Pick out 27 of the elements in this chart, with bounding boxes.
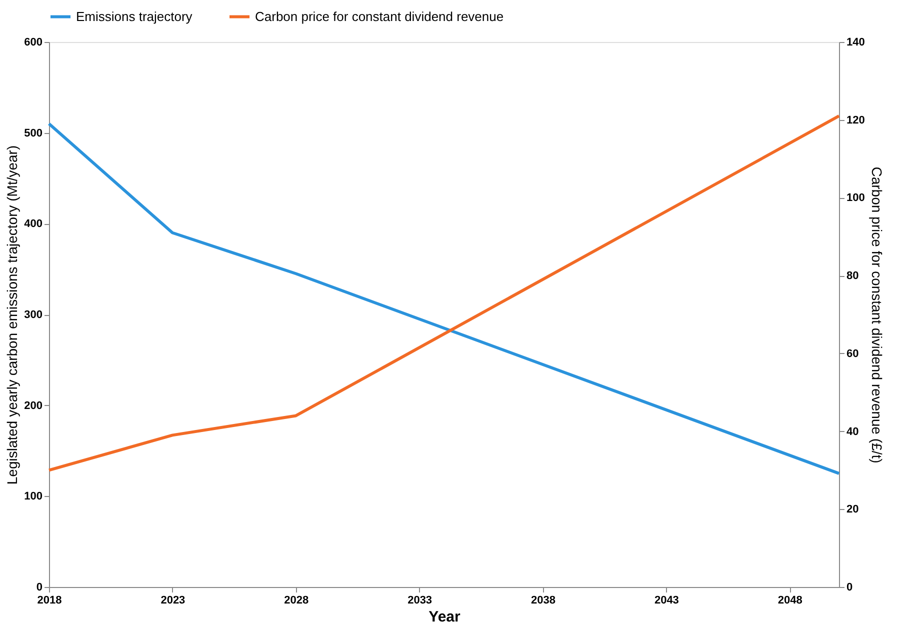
- legend-label: Carbon price for constant dividend revenue: [255, 8, 504, 24]
- x-tick-label: 2033: [408, 594, 432, 606]
- y2-axis-title: Carbon price for constant dividend revenue (£/t): [868, 166, 885, 464]
- y-tick-label: 200: [24, 400, 42, 412]
- y2-tick-label: 100: [846, 192, 865, 204]
- y2-tick-label: 60: [846, 348, 859, 360]
- x-tick-label: 2018: [37, 594, 62, 606]
- y2-tick-label: 120: [846, 114, 865, 126]
- y-axis-title: Legislated yearly carbon emissions trajectory (Mt/year): [4, 145, 20, 485]
- y2-tick-label: 80: [846, 270, 859, 282]
- y-tick-label: 500: [24, 127, 42, 140]
- x-tick-label: 2028: [284, 594, 309, 606]
- x-tick-label: 2043: [654, 594, 679, 606]
- x-tick-label: 2048: [778, 594, 802, 606]
- y2-tick-label: 140: [846, 36, 865, 48]
- y-tick-label: 600: [24, 36, 42, 48]
- y2-tick-label: 40: [846, 426, 859, 438]
- y-tick-label: 100: [24, 490, 42, 503]
- y-tick-label: 400: [24, 218, 42, 230]
- y-tick-label: 0: [36, 582, 42, 594]
- y2-tick-label: 0: [846, 582, 853, 594]
- x-axis-title: Year: [428, 608, 461, 626]
- y-tick-label: 300: [24, 309, 42, 321]
- legend-label: Emissions trajectory: [76, 8, 193, 24]
- y2-tick-label: 20: [846, 504, 859, 516]
- x-tick-label: 2023: [160, 594, 186, 606]
- x-tick-label: 2038: [531, 594, 556, 606]
